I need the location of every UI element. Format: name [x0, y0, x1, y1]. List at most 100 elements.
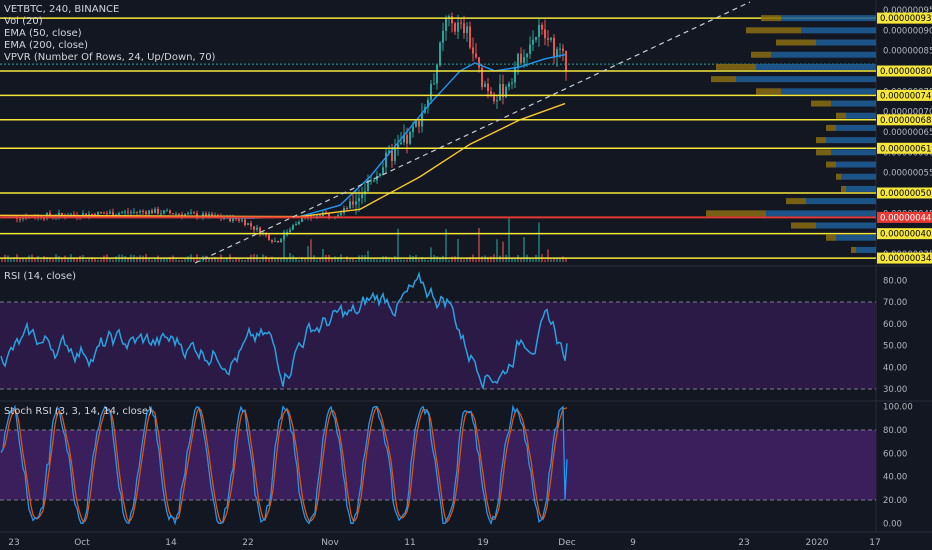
candle[interactable] [292, 225, 294, 230]
candle[interactable] [202, 213, 204, 218]
candle[interactable] [406, 134, 408, 144]
candle[interactable] [121, 212, 123, 214]
price-level-badge[interactable] [877, 114, 932, 126]
candle[interactable] [499, 84, 501, 101]
candle[interactable] [382, 167, 384, 174]
candle[interactable] [361, 194, 363, 199]
candle[interactable] [427, 99, 429, 108]
stoch-pane[interactable] [0, 404, 568, 526]
candle[interactable] [373, 180, 375, 182]
candle[interactable] [295, 224, 297, 226]
candle[interactable] [328, 213, 330, 217]
candle[interactable] [442, 30, 444, 43]
candle[interactable] [460, 22, 462, 24]
candle[interactable] [280, 239, 282, 243]
candle[interactable] [445, 18, 447, 31]
candle[interactable] [439, 42, 441, 66]
candle[interactable] [166, 210, 168, 212]
legend-ema200[interactable]: EMA (200, close) [4, 40, 88, 51]
candle[interactable] [493, 94, 495, 102]
candle[interactable] [337, 215, 339, 217]
candle[interactable] [256, 227, 258, 230]
candle[interactable] [136, 211, 138, 213]
candle[interactable] [463, 23, 465, 34]
candle[interactable] [352, 201, 354, 205]
candle[interactable] [142, 210, 144, 212]
candle[interactable] [538, 24, 540, 37]
candle[interactable] [559, 48, 561, 50]
candle[interactable] [85, 213, 87, 217]
candle[interactable] [541, 24, 543, 30]
candle[interactable] [526, 53, 528, 58]
candle[interactable] [547, 38, 549, 40]
candle[interactable] [487, 83, 489, 92]
rsi-pane[interactable] [0, 271, 568, 389]
candle[interactable] [409, 131, 411, 144]
candle[interactable] [160, 213, 162, 215]
candle[interactable] [163, 210, 165, 214]
candle[interactable] [190, 212, 192, 214]
candle[interactable] [454, 23, 456, 32]
candle[interactable] [73, 214, 75, 216]
price-level-badge[interactable] [877, 142, 932, 154]
candle[interactable] [400, 142, 402, 145]
candle[interactable] [187, 213, 189, 215]
candle[interactable] [535, 36, 537, 40]
candle[interactable] [502, 84, 504, 98]
candle[interactable] [367, 180, 369, 192]
candle[interactable] [457, 22, 459, 32]
candle[interactable] [349, 201, 351, 209]
candle[interactable] [436, 65, 438, 84]
price-pane[interactable] [0, 1, 876, 264]
rsi-title[interactable]: RSI (14, close) [4, 271, 77, 282]
candle[interactable] [556, 49, 558, 57]
candle[interactable] [466, 26, 468, 34]
candle[interactable] [433, 83, 435, 85]
candle[interactable] [514, 68, 516, 83]
candle[interactable] [448, 16, 450, 19]
candle[interactable] [289, 229, 291, 232]
candle[interactable] [253, 226, 255, 230]
candle[interactable] [310, 215, 312, 218]
candle[interactable] [418, 120, 420, 127]
candle[interactable] [211, 213, 213, 217]
candle[interactable] [316, 215, 318, 217]
candle[interactable] [532, 39, 534, 45]
candle[interactable] [550, 37, 552, 40]
candle[interactable] [529, 44, 531, 54]
price-level-badge[interactable] [877, 228, 932, 240]
candle[interactable] [247, 223, 249, 225]
candle[interactable] [148, 210, 150, 215]
candle[interactable] [139, 210, 141, 213]
candle[interactable] [19, 218, 21, 220]
candle[interactable] [319, 215, 321, 217]
candle[interactable] [259, 227, 261, 235]
candle[interactable] [133, 211, 135, 213]
price-level-badge[interactable] [877, 89, 932, 101]
stoch-title[interactable]: Stoch RSI (3, 3, 14, 14, close) [4, 406, 152, 417]
candle[interactable] [346, 208, 348, 210]
candle[interactable] [343, 208, 345, 213]
candle[interactable] [451, 16, 453, 24]
stoch-d-line[interactable] [0, 405, 568, 524]
candle[interactable] [301, 215, 303, 222]
candle[interactable] [508, 83, 510, 87]
candle[interactable] [511, 82, 513, 84]
candle[interactable] [379, 173, 381, 176]
candle[interactable] [553, 37, 555, 57]
candle[interactable] [157, 208, 159, 214]
candle[interactable] [430, 83, 432, 100]
price-level-badge[interactable] [877, 12, 932, 24]
candle[interactable] [484, 83, 486, 88]
candle[interactable] [370, 180, 372, 182]
candle[interactable] [412, 126, 414, 132]
candle[interactable] [181, 214, 183, 217]
candle[interactable] [340, 212, 342, 216]
candle[interactable] [274, 240, 276, 242]
price-level-badge[interactable] [877, 252, 932, 264]
candle[interactable] [154, 208, 156, 214]
candle[interactable] [469, 26, 471, 48]
legend-vpvr[interactable]: VPVR (Number Of Rows, 24, Up/Down, 70) [4, 52, 216, 63]
price-level-badge[interactable] [877, 65, 932, 77]
